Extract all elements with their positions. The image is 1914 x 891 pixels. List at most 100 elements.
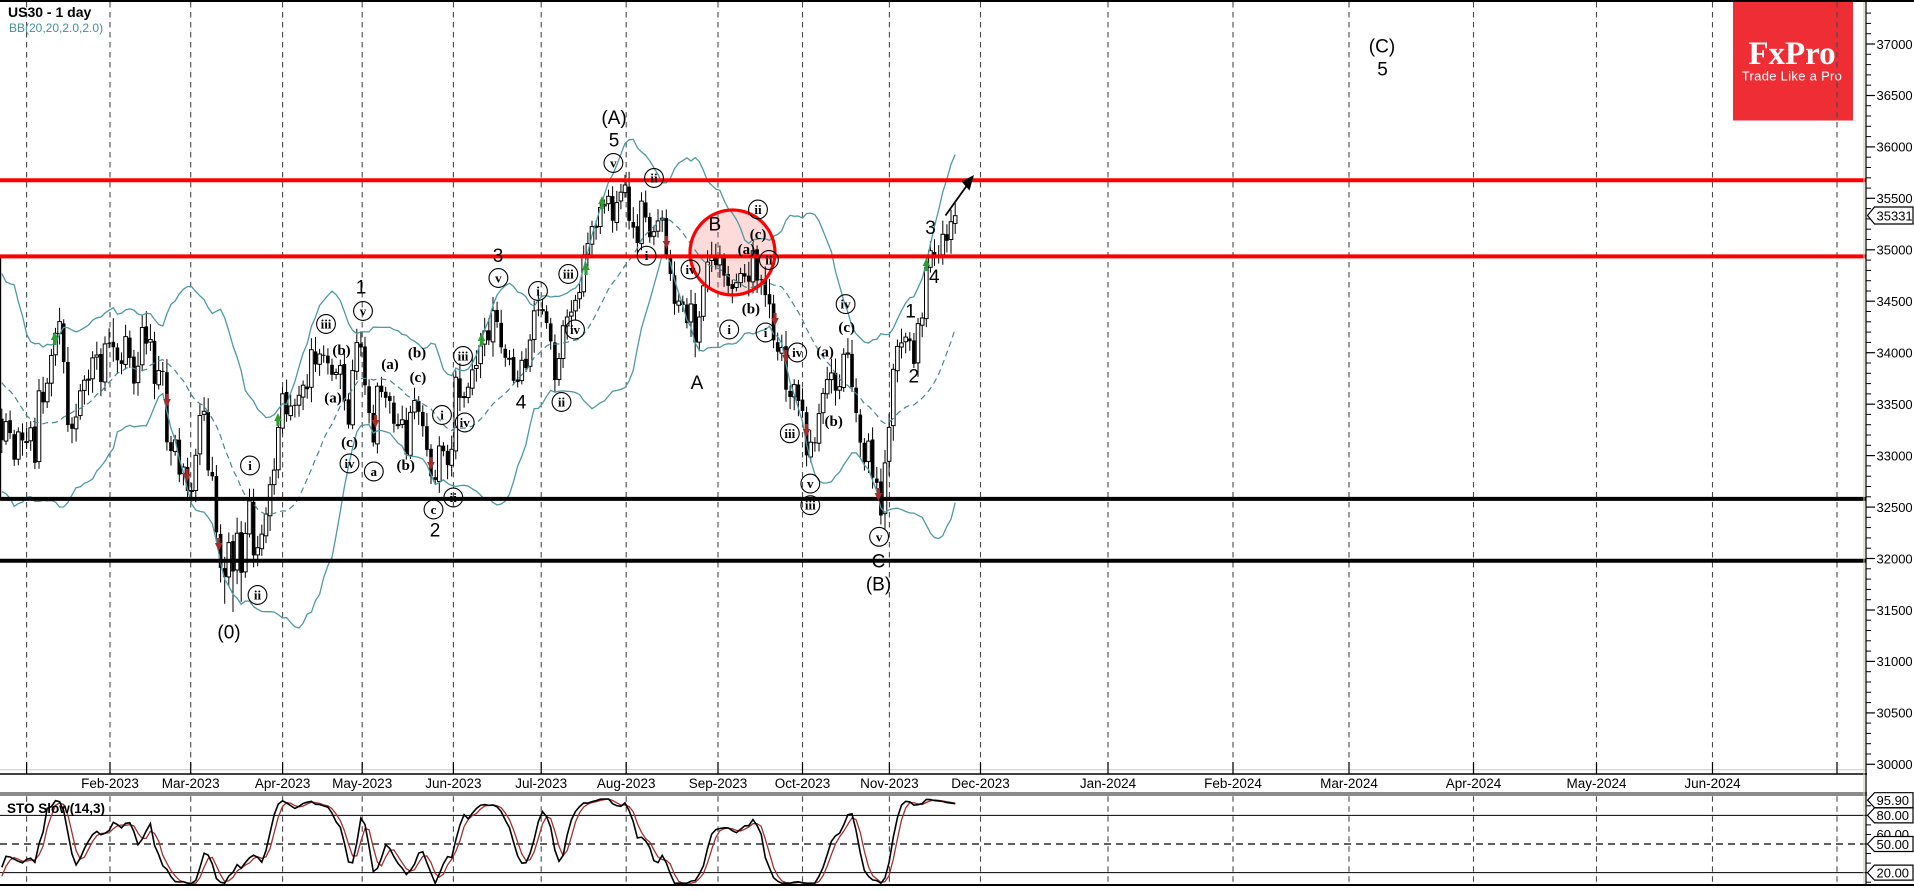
svg-text:(C): (C) <box>1369 37 1395 58</box>
svg-text:Jun-2023: Jun-2023 <box>425 776 481 791</box>
svg-text:(b): (b) <box>825 414 843 430</box>
svg-text:30500: 30500 <box>1877 706 1913 721</box>
svg-text:i: i <box>764 325 768 340</box>
svg-text:iv: iv <box>792 345 803 360</box>
svg-text:B: B <box>708 215 721 236</box>
svg-text:ii: ii <box>650 171 658 186</box>
svg-text:31500: 31500 <box>1877 603 1913 618</box>
svg-text:Jun-2024: Jun-2024 <box>1684 776 1741 791</box>
svg-text:Trade Like a Pro: Trade Like a Pro <box>1742 69 1842 84</box>
svg-text:i: i <box>645 248 649 263</box>
svg-text:i: i <box>727 322 731 337</box>
svg-text:Apr-2024: Apr-2024 <box>1446 776 1502 791</box>
svg-text:32000: 32000 <box>1877 551 1913 566</box>
svg-text:2: 2 <box>909 367 920 388</box>
svg-text:Mar-2023: Mar-2023 <box>162 776 220 791</box>
svg-text:(a): (a) <box>324 391 342 407</box>
svg-text:iii: iii <box>458 349 469 364</box>
svg-text:ii: ii <box>754 202 762 217</box>
svg-text:v: v <box>495 271 502 286</box>
svg-text:(b): (b) <box>397 458 415 474</box>
svg-text:1: 1 <box>356 278 367 299</box>
svg-text:iii: iii <box>321 317 332 332</box>
svg-text:5: 5 <box>1377 60 1388 81</box>
svg-text:iv: iv <box>841 297 852 312</box>
svg-text:Feb-2024: Feb-2024 <box>1204 776 1262 791</box>
svg-text:(a): (a) <box>738 242 756 258</box>
svg-text:(c): (c) <box>410 370 427 386</box>
svg-text:ii: ii <box>254 588 262 603</box>
svg-text:33000: 33000 <box>1877 448 1913 463</box>
svg-text:iii: iii <box>563 267 574 282</box>
svg-text:20.00: 20.00 <box>1877 865 1910 880</box>
svg-text:Nov-2023: Nov-2023 <box>860 776 919 791</box>
svg-text:iv: iv <box>685 262 696 277</box>
svg-text:Mar-2024: Mar-2024 <box>1320 776 1378 791</box>
svg-text:Jan-2024: Jan-2024 <box>1080 776 1137 791</box>
svg-text:iv: iv <box>344 456 355 471</box>
svg-text:80.00: 80.00 <box>1877 808 1910 823</box>
svg-text:(a): (a) <box>381 357 399 373</box>
svg-text:4: 4 <box>516 393 527 414</box>
svg-text:US30 - 1 day: US30 - 1 day <box>8 4 91 20</box>
svg-text:3: 3 <box>925 218 936 239</box>
svg-text:3: 3 <box>493 246 504 267</box>
svg-text:c: c <box>431 502 437 517</box>
svg-text:May-2023: May-2023 <box>332 776 392 791</box>
svg-text:May-2024: May-2024 <box>1566 776 1627 791</box>
svg-text:(b): (b) <box>408 346 426 362</box>
svg-text:36000: 36000 <box>1877 140 1913 155</box>
svg-text:32500: 32500 <box>1877 500 1913 515</box>
svg-text:FxPro: FxPro <box>1748 36 1835 72</box>
svg-text:1: 1 <box>905 302 916 323</box>
svg-text:iii: iii <box>784 426 795 441</box>
svg-text:Apr-2023: Apr-2023 <box>255 776 311 791</box>
svg-text:(a): (a) <box>816 345 834 361</box>
svg-text:(b): (b) <box>332 343 350 359</box>
svg-text:35000: 35000 <box>1877 243 1913 258</box>
svg-text:33500: 33500 <box>1877 397 1913 412</box>
svg-text:4: 4 <box>929 267 940 288</box>
svg-text:(A): (A) <box>601 108 626 129</box>
svg-text:30000: 30000 <box>1877 757 1913 772</box>
svg-text:i: i <box>248 458 252 473</box>
svg-text:Aug-2023: Aug-2023 <box>597 776 656 791</box>
svg-text:50.00: 50.00 <box>1877 837 1910 852</box>
svg-text:iv: iv <box>460 415 471 430</box>
svg-text:37000: 37000 <box>1877 37 1913 52</box>
svg-text:2: 2 <box>430 521 441 542</box>
svg-text:C: C <box>872 552 886 573</box>
svg-text:31000: 31000 <box>1877 654 1913 669</box>
svg-text:BB(20,20,2.0,2.0): BB(20,20,2.0,2.0) <box>9 21 103 35</box>
svg-text:A: A <box>691 373 704 394</box>
svg-text:iv: iv <box>570 322 581 337</box>
svg-text:5: 5 <box>609 131 620 152</box>
svg-text:(c): (c) <box>838 320 855 336</box>
svg-text:v: v <box>360 304 367 319</box>
svg-text:95.90: 95.90 <box>1877 793 1910 808</box>
svg-text:ii: ii <box>450 490 458 505</box>
svg-text:i: i <box>440 408 444 423</box>
svg-text:35331: 35331 <box>1877 208 1913 223</box>
svg-text:34000: 34000 <box>1877 346 1913 361</box>
svg-text:(0): (0) <box>217 623 240 644</box>
svg-text:i: i <box>536 284 540 299</box>
svg-text:Sep-2023: Sep-2023 <box>689 776 748 791</box>
svg-text:35500: 35500 <box>1877 191 1913 206</box>
svg-text:a: a <box>371 464 378 479</box>
svg-text:(B): (B) <box>866 575 891 596</box>
svg-text:(c): (c) <box>750 227 767 243</box>
svg-text:STO Slow(14,3): STO Slow(14,3) <box>7 801 105 816</box>
svg-text:Feb-2023: Feb-2023 <box>81 776 139 791</box>
svg-text:Jul-2023: Jul-2023 <box>515 776 567 791</box>
svg-text:36500: 36500 <box>1877 88 1913 103</box>
svg-text:ii: ii <box>765 253 773 268</box>
svg-text:Oct-2023: Oct-2023 <box>775 776 831 791</box>
svg-text:ii: ii <box>558 395 566 410</box>
svg-text:Dec-2023: Dec-2023 <box>951 776 1010 791</box>
svg-text:34500: 34500 <box>1877 294 1913 309</box>
svg-text:iii: iii <box>805 498 816 513</box>
svg-text:(c): (c) <box>341 435 358 451</box>
svg-text:(b): (b) <box>742 302 760 318</box>
svg-text:v: v <box>876 529 883 544</box>
